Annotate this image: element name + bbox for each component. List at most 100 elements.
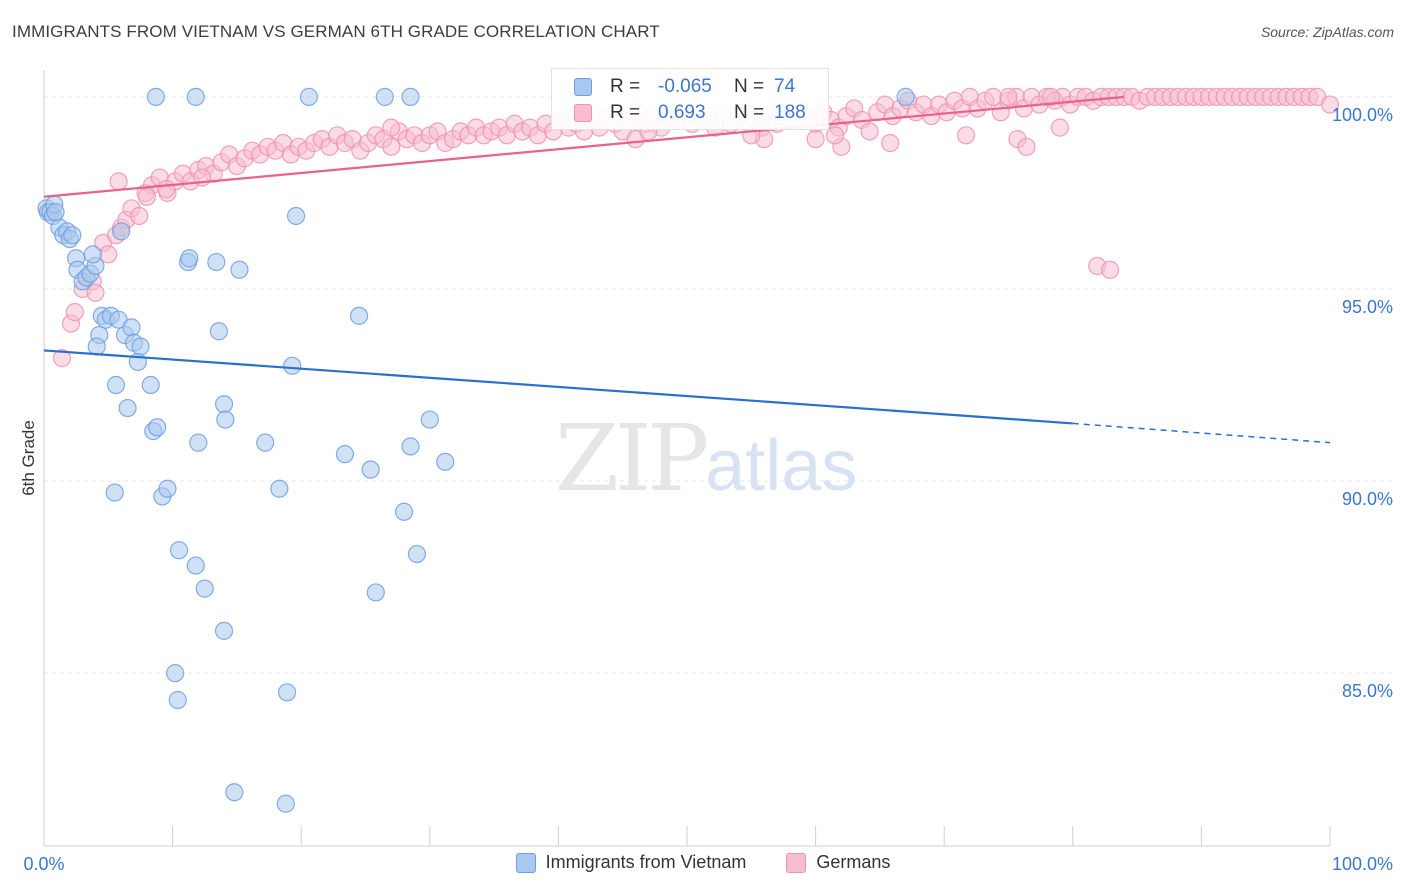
data-point-blue — [420, 410, 439, 429]
stats-row-germans: R = 0.693 N = 188 — [552, 100, 828, 126]
data-point-blue — [216, 410, 235, 429]
data-point-pink — [1041, 87, 1061, 106]
data-point-blue — [146, 87, 165, 106]
data-point-blue — [349, 306, 369, 325]
data-point-pink — [382, 137, 401, 156]
data-point-blue — [436, 452, 455, 471]
stats-legend-box: R = -0.065 N = 74 R = 0.693 N = 188 — [551, 68, 829, 130]
data-point-blue — [83, 245, 102, 264]
y-tick-label: 95.0% — [1342, 297, 1393, 317]
data-points — [37, 87, 1340, 813]
stats-swatch-pink — [574, 104, 592, 122]
data-point-blue — [105, 483, 124, 502]
data-point-blue — [63, 226, 82, 245]
data-point-blue — [186, 87, 205, 106]
stats-n-value: 188 — [774, 102, 806, 123]
data-point-blue — [401, 87, 420, 106]
legend-swatch-blue — [515, 852, 536, 873]
data-point-blue — [158, 479, 177, 498]
data-point-blue — [366, 583, 385, 602]
data-point-blue — [270, 479, 289, 498]
data-point-pink — [86, 283, 105, 302]
stats-swatch-blue — [574, 78, 592, 96]
y-tick-label: 90.0% — [1342, 489, 1393, 509]
data-point-pink — [130, 206, 149, 226]
y-tick-label: 85.0% — [1342, 681, 1393, 701]
trend-lines — [43, 95, 1331, 444]
trend-line-pink — [43, 95, 1125, 198]
data-point-blue — [141, 375, 160, 395]
legend-label-vietnam: Immigrants from Vietnam — [545, 852, 747, 872]
data-point-blue — [214, 621, 234, 640]
data-point-blue — [225, 783, 244, 802]
data-point-blue — [189, 433, 208, 452]
data-point-blue — [277, 683, 297, 702]
stats-r-label: R = — [610, 102, 641, 123]
data-point-pink — [983, 87, 1003, 106]
axes — [43, 70, 1331, 847]
data-point-pink — [1100, 260, 1120, 279]
data-point-blue — [46, 203, 65, 222]
data-point-pink — [825, 126, 844, 145]
data-point-pink — [806, 130, 825, 149]
data-point-blue — [166, 664, 185, 683]
data-point-pink — [860, 122, 879, 141]
data-point-blue — [122, 318, 141, 337]
watermark: ZIPatlas — [555, 405, 857, 512]
data-point-pink — [157, 179, 176, 199]
data-point-pink — [137, 187, 156, 206]
watermark-zip: ZIP — [555, 405, 709, 512]
trend-line-blue — [43, 349, 1073, 425]
watermark-atlas: atlas — [705, 426, 858, 506]
data-point-blue — [394, 502, 414, 521]
data-point-blue — [209, 322, 228, 341]
legend-label-germans: Germans — [816, 852, 891, 872]
stats-r-value: -0.065 — [658, 76, 712, 97]
data-point-blue — [131, 337, 150, 356]
data-point-pink — [1050, 118, 1070, 137]
data-point-pink — [1320, 95, 1340, 114]
chart-legend: Immigrants from Vietnam Germans — [0, 852, 1406, 873]
data-point-blue — [148, 418, 167, 437]
data-point-pink — [382, 118, 401, 137]
data-point-blue — [168, 690, 187, 710]
data-point-pink — [881, 133, 900, 153]
data-point-blue — [195, 579, 214, 598]
data-point-pink — [65, 302, 84, 322]
stats-n-label: N = — [734, 102, 765, 123]
data-point-blue — [214, 395, 234, 414]
data-point-blue — [230, 260, 249, 279]
data-point-blue — [87, 337, 106, 356]
stats-row-vietnam: R = -0.065 N = 74 — [552, 74, 828, 100]
data-point-blue — [335, 445, 355, 464]
x-tick-label: 100.0% — [1332, 854, 1393, 874]
data-point-blue — [207, 252, 226, 272]
stats-n-label: N = — [734, 76, 765, 97]
stats-n-value: 74 — [774, 76, 796, 97]
x-tick-label: 0.0% — [23, 854, 64, 874]
data-point-blue — [256, 433, 275, 452]
data-point-pink — [956, 126, 976, 145]
y-axis-label: 6th Grade — [19, 420, 38, 496]
stats-r-value: 0.693 — [658, 102, 706, 123]
data-point-blue — [401, 437, 420, 456]
data-point-pink — [999, 87, 1018, 106]
stats-r-label: R = — [610, 76, 641, 97]
data-point-blue — [186, 556, 205, 575]
data-point-blue — [276, 794, 295, 813]
tick-labels: 85.0% 90.0% 95.0% 100.0% 0.0% 100.0% 6th Grade — [19, 105, 1393, 874]
data-point-blue — [407, 544, 427, 564]
data-point-blue — [118, 398, 137, 418]
legend-item-vietnam[interactable]: Immigrants from Vietnam — [515, 852, 747, 873]
data-point-blue — [286, 206, 306, 226]
data-point-pink — [109, 172, 128, 191]
data-point-blue — [361, 460, 380, 479]
data-point-blue — [112, 222, 131, 241]
y-tick-label: 100.0% — [1332, 105, 1393, 125]
data-point-pink — [52, 349, 72, 368]
data-point-blue — [896, 87, 915, 106]
data-point-pink — [1017, 137, 1036, 156]
chart-source: Source: ZipAtlas.com — [1260, 24, 1394, 40]
legend-item-germans[interactable]: Germans — [786, 852, 890, 873]
